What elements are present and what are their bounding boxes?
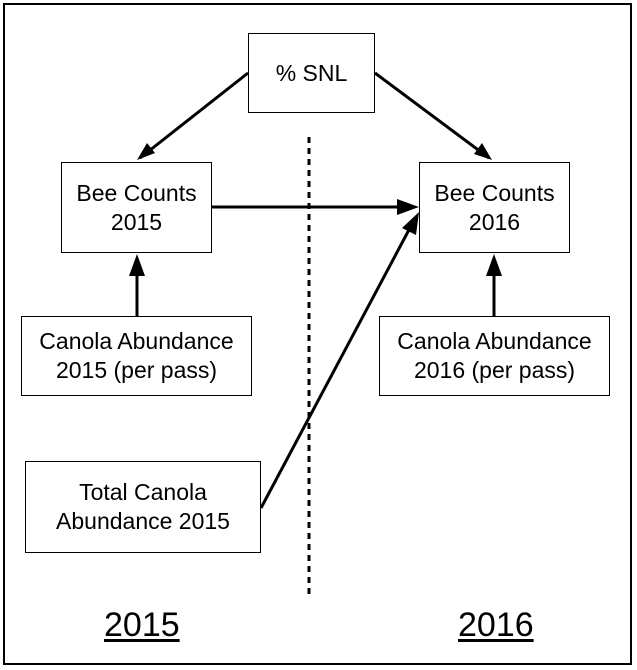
node-total-canola-abundance-2015-line-2: Abundance 2015 <box>56 508 230 534</box>
node-bee-counts-2016-line-1: Bee Counts <box>434 179 555 206</box>
node-bee-counts-2015-line-1: Bee Counts <box>76 179 197 206</box>
node-canola-abundance-2016-line-2: 2016 (per pass) <box>413 357 576 383</box>
year-label-2015: 2015 <box>104 606 180 644</box>
node-canola-abundance-2015: Canola Abundance 2015 (per pass) <box>21 316 252 396</box>
year-label-2016: 2016 <box>458 606 534 644</box>
node-canola-abundance-2016-line-1: Canola Abundance <box>397 328 592 354</box>
node-canola-abundance-2015-line-2: 2015 (per pass) <box>55 357 218 383</box>
node-snl: % SNL <box>248 33 375 113</box>
node-bee-counts-2016: Bee Counts 2016 <box>419 162 570 253</box>
node-canola-abundance-2015-line-1: Canola Abundance <box>39 328 234 354</box>
node-total-canola-abundance-2015: Total Canola Abundance 2015 <box>25 461 261 553</box>
node-canola-abundance-2016: Canola Abundance 2016 (per pass) <box>379 316 610 396</box>
node-bee-counts-2015: Bee Counts 2015 <box>61 162 212 253</box>
node-snl-label: % SNL <box>275 59 348 86</box>
node-bee-counts-2016-line-2: 2016 <box>468 208 521 235</box>
node-total-canola-abundance-2015-line-1: Total Canola <box>79 479 207 505</box>
node-bee-counts-2015-line-2: 2015 <box>110 208 163 235</box>
